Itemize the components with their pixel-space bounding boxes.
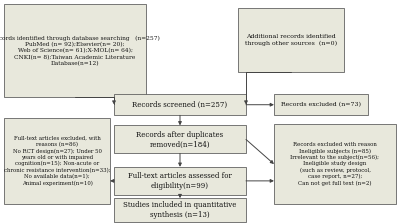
Text: Full-text articles assessed for
eligibility(n=99): Full-text articles assessed for eligibil… bbox=[128, 172, 232, 190]
FancyBboxPatch shape bbox=[114, 125, 246, 153]
Text: Records screened (n=257): Records screened (n=257) bbox=[132, 101, 228, 109]
FancyBboxPatch shape bbox=[114, 198, 246, 222]
FancyBboxPatch shape bbox=[114, 94, 246, 115]
Text: Records identified through database searching   (n=257)
PubMed (n= 92);Elsevier(: Records identified through database sear… bbox=[0, 36, 160, 66]
FancyBboxPatch shape bbox=[4, 118, 110, 204]
Text: Full-text articles excluded, with
reasons (n=86)
No RCT design(n=27); Under 50
y: Full-text articles excluded, with reason… bbox=[4, 136, 110, 186]
Text: Records excluded with reason
Ineligible subjects (n=85)
Irrelevant to the subjec: Records excluded with reason Ineligible … bbox=[290, 142, 380, 186]
Text: Records after duplicates
removed(n=184): Records after duplicates removed(n=184) bbox=[136, 131, 224, 148]
FancyBboxPatch shape bbox=[274, 94, 368, 115]
FancyBboxPatch shape bbox=[114, 167, 246, 195]
FancyBboxPatch shape bbox=[238, 8, 344, 72]
Text: Additional records identified
through other sources  (n=0): Additional records identified through ot… bbox=[245, 34, 337, 45]
Text: Studies included in quantitative
synthesis (n=13): Studies included in quantitative synthes… bbox=[123, 201, 237, 219]
FancyBboxPatch shape bbox=[4, 4, 146, 97]
Text: Records excluded (n=73): Records excluded (n=73) bbox=[281, 102, 361, 107]
FancyBboxPatch shape bbox=[274, 124, 396, 204]
